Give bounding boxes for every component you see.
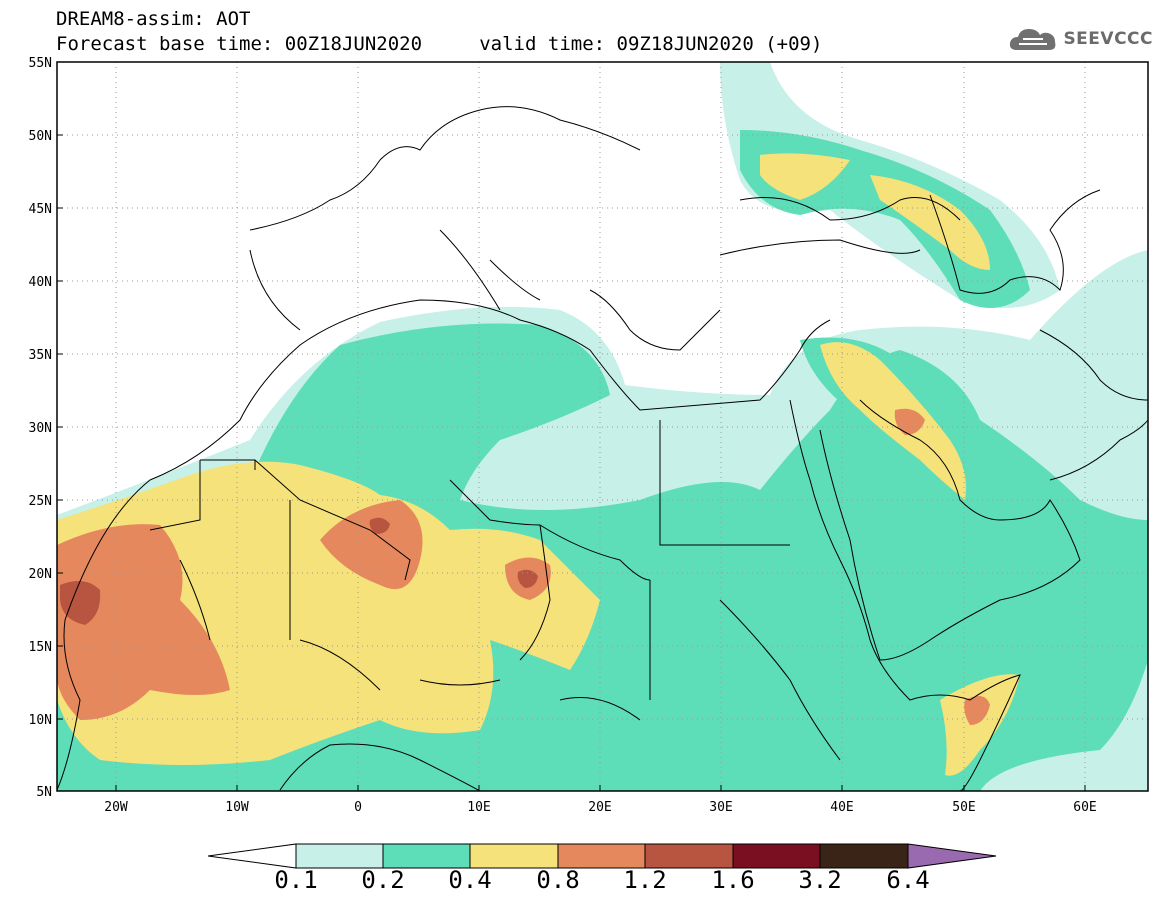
lat-label: 5N (36, 785, 52, 800)
aot-0.4-region-caspian (870, 175, 990, 270)
aot-0.8-region-somalia (964, 696, 990, 725)
seevccc-logo: SEEVCCC (1007, 24, 1153, 54)
colorbar-label: 6.4 (886, 866, 930, 894)
colorbar-label: 3.2 (798, 866, 842, 894)
colorbar-bin (469, 843, 559, 869)
lon-label: 10E (467, 800, 490, 815)
coastlines (57, 106, 1148, 791)
colorbar-bin (644, 843, 734, 869)
aot-0.8-region-sahara (320, 500, 423, 590)
colorbar-label: 0.1 (274, 866, 318, 894)
logo-text: SEEVCCC (1063, 29, 1153, 49)
lat-label: 45N (29, 202, 52, 217)
lat-label: 40N (29, 275, 52, 290)
lon-label: 0 (354, 800, 362, 815)
aot-1.2-region-west (60, 581, 101, 625)
lat-label: 10N (29, 713, 52, 728)
lon-label: 50E (952, 800, 975, 815)
lat-labels: 55N 50N 45N 40N 35N 30N 25N 20N 15N 10N … (29, 56, 52, 800)
aot-1.2-region-sahara (369, 517, 390, 534)
lon-label: 10W (225, 800, 249, 815)
lat-label: 35N (29, 348, 52, 363)
lat-label: 30N (29, 421, 52, 436)
lat-label: 20N (29, 567, 52, 582)
colorbar (207, 843, 997, 869)
colorbar-bin (557, 843, 646, 869)
colorbar-over-arrow (907, 843, 997, 869)
aot-field (57, 62, 1148, 791)
aot-0.4-region-blacksea (760, 153, 850, 200)
colorbar-label: 0.4 (448, 866, 492, 894)
title-line-2: Forecast base time: 00Z18JUN2020 valid t… (56, 33, 823, 55)
lon-label: 40E (830, 800, 853, 815)
lon-label: 30E (709, 800, 732, 815)
lon-label: 20E (588, 800, 611, 815)
lat-label: 25N (29, 494, 52, 509)
title-line-1: DREAM8-assim: AOT (56, 8, 251, 30)
colorbar-bin (732, 843, 821, 869)
lon-label: 60E (1073, 800, 1096, 815)
colorbar-bin (819, 843, 909, 869)
colorbar-label: 0.8 (536, 866, 580, 894)
aot-0.8-region-west (57, 524, 230, 720)
colorbar-bin (382, 843, 471, 869)
colorbar-bin (295, 843, 384, 869)
grid (57, 62, 1148, 791)
aot-0.8-region-iraq (894, 408, 925, 435)
cloud-icon (1010, 29, 1056, 50)
lon-labels: 20W 10W 0 10E 20E 30E 40E 50E 60E (104, 800, 1096, 815)
axis-ticks (57, 61, 1086, 792)
lat-label: 50N (29, 129, 52, 144)
colorbar-under-arrow (207, 843, 297, 869)
colorbar-label: 1.2 (623, 866, 667, 894)
colorbar-label: 0.2 (361, 866, 405, 894)
aot-0.4-region-somalia (940, 674, 1020, 776)
lat-label: 15N (29, 640, 52, 655)
lat-label: 55N (29, 56, 52, 71)
lon-label: 20W (104, 800, 128, 815)
aot-1.2-region-chad (517, 569, 538, 588)
colorbar-label: 1.6 (711, 866, 755, 894)
aot-0.4-region-iraq (820, 342, 966, 500)
